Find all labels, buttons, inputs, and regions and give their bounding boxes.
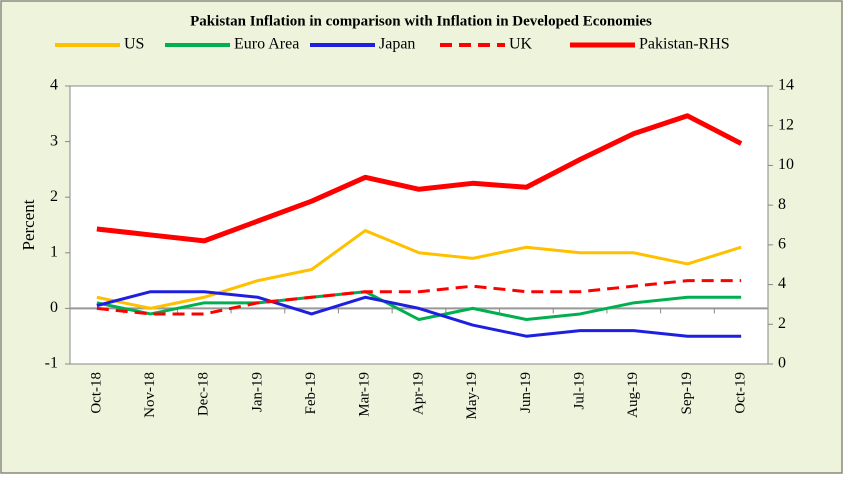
legend-label: Pakistan-RHS bbox=[639, 36, 730, 53]
x-tick-label: Oct-18 bbox=[88, 372, 104, 414]
series-line bbox=[96, 279, 742, 316]
y2-tick-label: 14 bbox=[778, 77, 794, 94]
x-tick-label: Oct-19 bbox=[733, 372, 749, 414]
y2-tick-label: 4 bbox=[778, 275, 786, 292]
y-tick-label: 2 bbox=[50, 188, 58, 205]
x-tick-label: Jul-19 bbox=[572, 372, 588, 410]
series-line bbox=[96, 290, 742, 322]
series-line bbox=[96, 229, 742, 310]
y-tick-label: 1 bbox=[50, 243, 58, 260]
y2-tick-label: 0 bbox=[778, 355, 786, 372]
series-line bbox=[96, 290, 742, 338]
y-tick-label: 0 bbox=[50, 299, 58, 316]
plot-area bbox=[69, 85, 769, 365]
y-tick-label: -1 bbox=[45, 355, 58, 372]
x-tick-label: Dec-18 bbox=[196, 372, 212, 416]
y-tick-label: 3 bbox=[50, 132, 58, 149]
y-tick-label: 4 bbox=[50, 77, 58, 94]
x-tick-label: Feb-19 bbox=[303, 372, 319, 415]
x-tick-label: May-19 bbox=[464, 372, 480, 420]
y-axis-label: Percent bbox=[19, 199, 38, 250]
x-tick-label: Mar-19 bbox=[357, 372, 373, 417]
y2-tick-label: 6 bbox=[778, 236, 786, 253]
x-tick-label: Jun-19 bbox=[518, 372, 534, 413]
y2-tick-label: 8 bbox=[778, 196, 786, 213]
y2-tick-label: 10 bbox=[778, 156, 794, 173]
x-tick-label: Apr-19 bbox=[410, 372, 426, 415]
legend-label: US bbox=[124, 36, 144, 53]
legend-label: Japan bbox=[379, 36, 415, 53]
chart-title: Pakistan Inflation in comparison with In… bbox=[190, 13, 652, 29]
x-tick-label: Jan-19 bbox=[249, 372, 265, 412]
x-tick-label: Aug-19 bbox=[625, 372, 641, 418]
y2-tick-label: 12 bbox=[778, 116, 794, 133]
y2-tick-label: 2 bbox=[778, 315, 786, 332]
legend-label: UK bbox=[509, 36, 533, 53]
x-tick-label: Nov-18 bbox=[142, 372, 158, 418]
series-line bbox=[96, 113, 743, 244]
legend-label: Euro Area bbox=[234, 36, 299, 53]
x-tick-label: Sep-19 bbox=[679, 372, 695, 415]
